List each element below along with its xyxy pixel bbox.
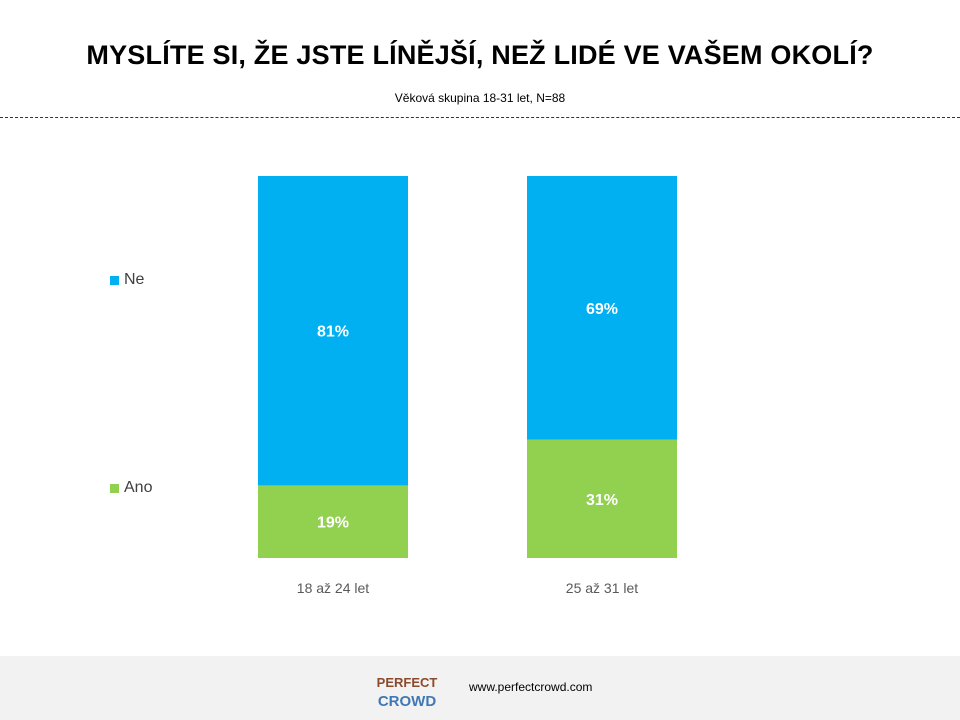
header-divider <box>0 117 960 118</box>
footer-url: www.perfectcrowd.com <box>469 680 593 694</box>
page-subtitle: Věková skupina 18-31 let, N=88 <box>394 91 566 105</box>
legend-swatch-ano <box>110 483 119 493</box>
svg-text:CROWD: CROWD <box>378 693 436 710</box>
bar-ano-2 <box>527 439 677 558</box>
page-title: MYSLÍTE SI, ŽE JSTE LÍNĚJŠÍ, NEŽ LIDÉ VE… <box>86 40 874 70</box>
bar-ne-2 <box>527 176 677 440</box>
stacked-bar-chart: 19% 81% 18 až 24 let 31% 69% 25 až 31 let <box>258 176 677 596</box>
svg-text:PERFECT: PERFECT <box>377 675 438 690</box>
category-label-2: 25 až 31 let <box>566 580 638 596</box>
category-label-1: 18 až 24 let <box>297 580 369 596</box>
legend-item-ano: Ano <box>110 479 152 497</box>
data-label-ne-1: 81% <box>317 324 349 341</box>
footer: PERFECT CROWD www.perfectcrowd.com <box>0 656 960 720</box>
data-label-ano-2: 31% <box>586 492 618 509</box>
bar-ne-1 <box>258 176 408 486</box>
legend-label-ano: Ano <box>124 479 153 496</box>
legend-swatch-ne <box>110 275 119 285</box>
legend-label-ne: Ne <box>124 271 145 288</box>
data-label-ne-2: 69% <box>586 301 618 318</box>
legend-item-ne: Ne <box>110 271 144 289</box>
bar-ano-1 <box>258 485 408 558</box>
data-label-ano-1: 19% <box>317 515 349 532</box>
perfect-crowd-logo: PERFECT CROWD <box>377 675 438 710</box>
